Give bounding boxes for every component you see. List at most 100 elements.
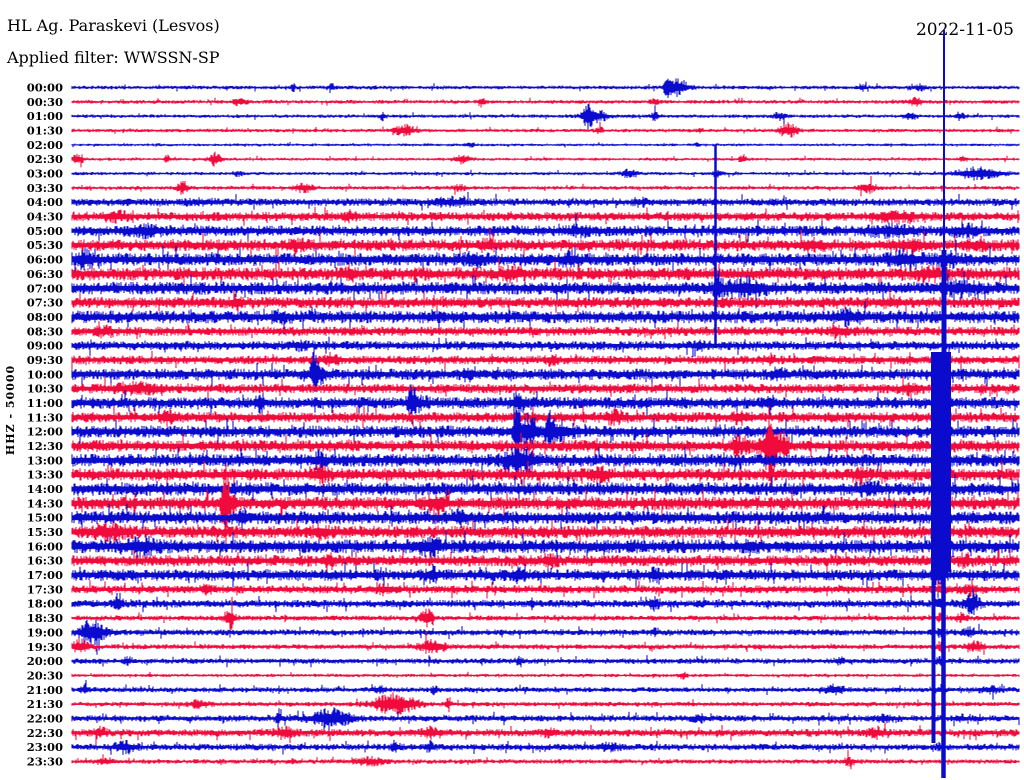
seismogram-trace-0600 [71, 240, 1020, 276]
time-label: 16:00 [27, 539, 63, 553]
seismogram-trace-0200 [71, 142, 1020, 148]
seismogram-trace-0630 [71, 258, 1020, 289]
seismogram-trace-1330 [71, 460, 1020, 491]
time-label: 02:00 [27, 138, 63, 152]
time-label: 19:00 [27, 625, 63, 639]
time-label: 23:30 [27, 755, 63, 769]
time-label: 03:30 [27, 181, 63, 195]
seismogram-trace-0000 [71, 78, 1020, 98]
time-label: 12:00 [27, 425, 63, 439]
seismogram-trace-1900 [71, 619, 1020, 655]
time-label: 06:30 [27, 267, 63, 281]
seismogram-trace-2330 [71, 750, 1020, 770]
seismogram-trace-1730 [71, 578, 1020, 599]
time-label: 10:00 [27, 367, 63, 381]
seismogram-trace-0730 [71, 288, 1020, 313]
seismogram-trace-2030 [71, 671, 1020, 680]
seismogram-trace-0100 [71, 103, 1020, 130]
time-label: 00:30 [27, 95, 63, 109]
seismogram-trace-1000 [71, 347, 1020, 393]
seismogram-trace-0900 [71, 336, 1020, 357]
time-label: 06:00 [27, 253, 63, 267]
seismogram-trace-0030 [71, 96, 1020, 108]
time-label: 14:00 [27, 482, 63, 496]
seismogram-trace-2200 [71, 707, 1020, 731]
seismogram-trace-1300 [71, 446, 1020, 477]
seismogram-trace-1500 [71, 503, 1020, 533]
seismogram-trace-0400 [71, 191, 1020, 211]
time-label: 04:00 [27, 195, 63, 209]
time-label: 00:00 [27, 81, 63, 95]
seismogram-trace-1800 [71, 588, 1020, 615]
seismogram-trace-1130 [71, 405, 1020, 429]
time-label: 03:00 [27, 167, 63, 181]
time-label: 21:30 [27, 697, 63, 711]
time-label: 16:30 [27, 554, 63, 568]
seismogram-trace-1700 [71, 562, 1020, 598]
time-label: 07:30 [27, 296, 63, 310]
time-label: 22:00 [27, 712, 63, 726]
station-title: HL Ag. Paraskevi (Lesvos) [7, 16, 220, 35]
seismogram-trace-1630 [71, 549, 1020, 576]
seismogram-trace-2000 [71, 655, 1020, 668]
time-label: 12:30 [27, 439, 63, 453]
time-label: 01:30 [27, 124, 63, 138]
time-label: 11:00 [27, 396, 63, 410]
seismogram-trace-1100 [71, 384, 1020, 425]
seismogram-trace-1200 [71, 391, 1020, 480]
seismogram-trace-2100 [71, 680, 1020, 700]
seismogram-trace-1400 [71, 469, 1020, 508]
time-label: 17:30 [27, 582, 63, 596]
time-label: 14:30 [27, 496, 63, 510]
time-label: 08:30 [27, 324, 63, 338]
seismogram-trace-1530 [71, 517, 1020, 545]
applied-filter-label: Applied filter: WWSSN-SP [7, 48, 220, 67]
time-label: 04:30 [27, 210, 63, 224]
seismogram-trace-0930 [71, 350, 1020, 370]
time-label: 09:30 [27, 353, 63, 367]
seismogram-trace-0800 [71, 301, 1020, 335]
seismogram-trace-0430 [71, 206, 1020, 226]
seismogram-trace-1430 [71, 463, 1020, 536]
seismogram-trace-1930 [71, 631, 1020, 655]
seismogram-trace-0130 [71, 121, 1020, 138]
time-label: 09:00 [27, 339, 63, 353]
time-label: 13:30 [27, 468, 63, 482]
time-label: 17:00 [27, 568, 63, 582]
seismogram-trace-0530 [71, 227, 1020, 261]
seismogram-trace-1830 [71, 596, 1020, 630]
time-label: 22:30 [27, 726, 63, 740]
seismogram-trace-0230 [71, 151, 1020, 168]
date-label: 2022-11-05 [915, 20, 1014, 40]
time-label: 02:30 [27, 152, 63, 166]
seismogram-trace-2300 [71, 739, 1020, 755]
time-label: 18:30 [27, 611, 63, 625]
time-label: 07:00 [27, 281, 63, 295]
seismogram-trace-0700 [71, 270, 1020, 309]
seismogram-trace-1600 [71, 521, 1020, 562]
seismogram-trace-0500 [71, 214, 1020, 243]
seismogram-trace-0330 [71, 176, 1020, 197]
time-label: 10:30 [27, 382, 63, 396]
seismogram-trace-1230 [71, 405, 1020, 486]
time-label: 19:30 [27, 640, 63, 654]
time-label: 18:00 [27, 597, 63, 611]
time-label: 08:00 [27, 310, 63, 324]
time-label: 05:30 [27, 238, 63, 252]
time-label: 20:30 [27, 668, 63, 682]
time-label: 11:30 [27, 410, 63, 424]
seismogram-trace-2230 [71, 722, 1020, 745]
time-label: 15:00 [27, 511, 63, 525]
seismogram-trace-1030 [71, 375, 1020, 403]
time-label: 20:00 [27, 654, 63, 668]
seismogram-trace-0830 [71, 321, 1020, 347]
seismogram-trace-0300 [71, 166, 1020, 181]
time-label: 23:00 [27, 740, 63, 754]
time-label: 21:00 [27, 683, 63, 697]
time-label: 05:00 [27, 224, 63, 238]
time-label: 13:00 [27, 453, 63, 467]
time-label: 01:00 [27, 109, 63, 123]
seismogram-trace-2130 [71, 692, 1020, 715]
